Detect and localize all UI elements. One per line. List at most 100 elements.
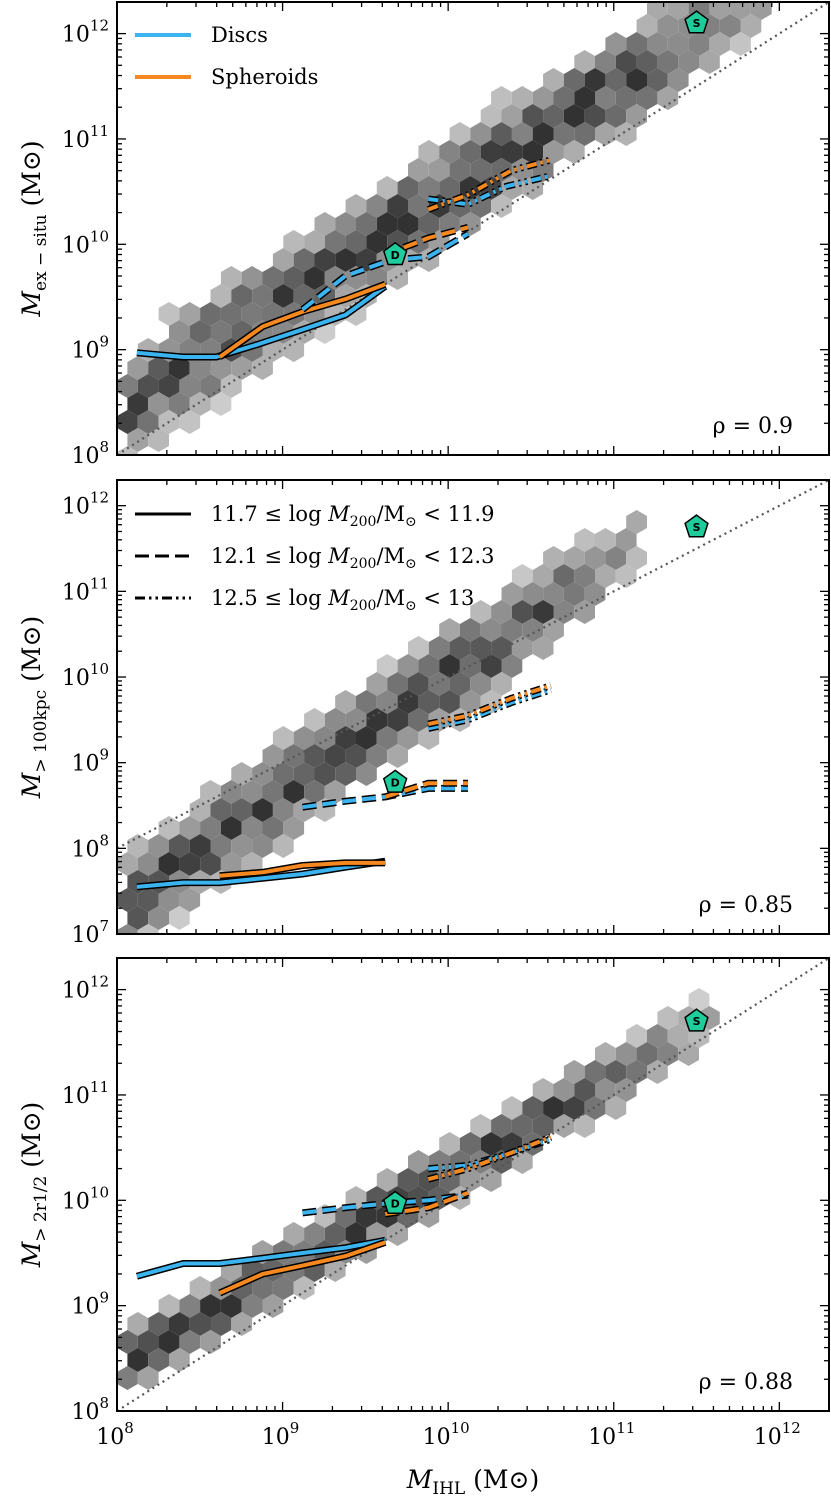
hexbin-cell bbox=[252, 798, 273, 822]
legend-label-prefix: 12.5 ≤ log bbox=[211, 586, 328, 610]
hexbin-cell bbox=[449, 122, 471, 146]
hexbin-cell bbox=[137, 1330, 159, 1354]
hexbin-cell bbox=[491, 122, 512, 146]
y-tick-exponent: 10 bbox=[90, 1183, 109, 1201]
legend-label-subscript: 200 bbox=[350, 514, 377, 530]
hexbin-cell bbox=[179, 852, 201, 876]
hexbin-layer bbox=[117, 988, 720, 1390]
hexbin-cell bbox=[293, 726, 315, 750]
hexbin-cell bbox=[169, 1348, 190, 1372]
hexbin-cell bbox=[304, 780, 325, 804]
hexbin-cell bbox=[574, 122, 595, 146]
hexbin-cell bbox=[283, 816, 305, 840]
legend-label-unit: /M bbox=[376, 586, 405, 610]
hexbin-cell bbox=[543, 68, 564, 92]
hexbin-cell bbox=[314, 726, 336, 750]
hexbin-cell bbox=[335, 762, 356, 786]
y-tick-label: 1012 bbox=[62, 973, 109, 1004]
hexbin-cell bbox=[293, 248, 315, 272]
hexbin-cell bbox=[169, 392, 190, 416]
hexbin-cell bbox=[553, 564, 575, 588]
hexbin-cell bbox=[335, 726, 356, 750]
hexbin-cell bbox=[137, 888, 159, 912]
y-tick-exponent: 8 bbox=[99, 831, 109, 849]
series-disc-solid bbox=[136, 284, 387, 359]
hexbin-cell bbox=[636, 50, 658, 74]
hexbin-cell bbox=[376, 726, 398, 750]
hexbin-cell bbox=[647, 1024, 668, 1048]
hexbin-cell bbox=[210, 284, 232, 308]
hexbin-cell bbox=[117, 852, 138, 876]
hexbin-cell bbox=[511, 564, 533, 588]
hexbin-cell bbox=[179, 1294, 201, 1318]
hexbin-cell bbox=[418, 212, 440, 236]
hexbin-cell bbox=[563, 68, 585, 92]
hexbin-cell bbox=[605, 1096, 627, 1120]
hexbin-cell bbox=[709, 2, 731, 20]
hexbin-cell bbox=[553, 86, 575, 110]
hexbin-cell bbox=[740, 14, 762, 38]
hexbin-cell bbox=[376, 212, 398, 236]
hexbin-cell bbox=[657, 1006, 679, 1030]
hexbin-cell bbox=[376, 1168, 398, 1192]
hexbin-cell bbox=[470, 122, 492, 146]
y-tick-exponent: 10 bbox=[90, 227, 109, 245]
hexbin-cell bbox=[439, 1132, 460, 1156]
hexbin-cell bbox=[470, 672, 492, 696]
hexbin-cell bbox=[626, 1060, 647, 1084]
hexbin-cell bbox=[304, 744, 325, 768]
hexbin-cell bbox=[366, 230, 388, 254]
hexbin-cell bbox=[449, 636, 471, 660]
marker-S-label: S bbox=[693, 1015, 701, 1028]
hexbin-cell bbox=[491, 194, 512, 218]
panel-plot-area bbox=[117, 2, 829, 455]
x-tick-label: 1010 bbox=[423, 1419, 470, 1450]
hexbin-cell bbox=[252, 834, 273, 858]
legend-label-sun: ⊙ bbox=[405, 598, 417, 614]
one-to-one-line bbox=[117, 958, 829, 1411]
hexbin-cell bbox=[647, 32, 668, 56]
hexbin-cell bbox=[595, 122, 616, 146]
hexbin-cell bbox=[148, 428, 169, 452]
hexbin-cell bbox=[293, 762, 315, 786]
hexbin-cell bbox=[636, 1042, 658, 1066]
x-tick-label: 109 bbox=[262, 1419, 300, 1450]
hexbin-cell bbox=[532, 636, 554, 660]
hexbin-cell bbox=[137, 410, 159, 434]
hexbin-cell bbox=[470, 600, 492, 624]
hexbin-cell bbox=[387, 672, 408, 696]
hexbin-cell bbox=[200, 816, 221, 840]
hexbin-cell bbox=[169, 906, 190, 930]
hexbin-cell bbox=[699, 50, 720, 74]
x-tick-base: 10 bbox=[262, 1425, 290, 1450]
hexbin-cell bbox=[439, 1168, 460, 1192]
hexbin-cell bbox=[615, 528, 637, 552]
hexbin-cell bbox=[324, 744, 346, 768]
hexbin-cell bbox=[189, 356, 211, 380]
marker-S-label: S bbox=[693, 17, 701, 30]
x-tick-base: 10 bbox=[96, 1425, 124, 1450]
legend-label-sun: ⊙ bbox=[405, 556, 417, 572]
hexbin-cell bbox=[470, 636, 492, 660]
hexbin-cell bbox=[127, 1348, 149, 1372]
y-tick-exponent: 11 bbox=[90, 1078, 109, 1096]
hexbin-cell bbox=[127, 428, 149, 452]
hexbin-cell bbox=[220, 302, 242, 326]
hexbin-cell bbox=[418, 176, 440, 200]
hexbin-cell bbox=[158, 302, 180, 326]
legend-label-subscript: 200 bbox=[350, 598, 377, 614]
y-tick-label: 109 bbox=[71, 746, 109, 777]
y-tick-label: 1010 bbox=[62, 1183, 109, 1214]
marker-D-label: D bbox=[391, 776, 400, 789]
hexbin-cell bbox=[117, 446, 138, 455]
y-tick-label: 109 bbox=[71, 333, 109, 364]
hexbin-cell bbox=[532, 1078, 554, 1102]
y-axis-title-sun-symbol: ⊙ bbox=[17, 150, 46, 171]
hexbin-cell bbox=[626, 510, 647, 534]
hexbin-cell bbox=[241, 266, 263, 290]
y-axis-title-sun-symbol: ⊙ bbox=[17, 1111, 46, 1132]
hexbin-cell bbox=[511, 600, 533, 624]
y-axis-title-unit: (M bbox=[17, 646, 46, 689]
y-tick-exponent: 9 bbox=[99, 746, 109, 764]
